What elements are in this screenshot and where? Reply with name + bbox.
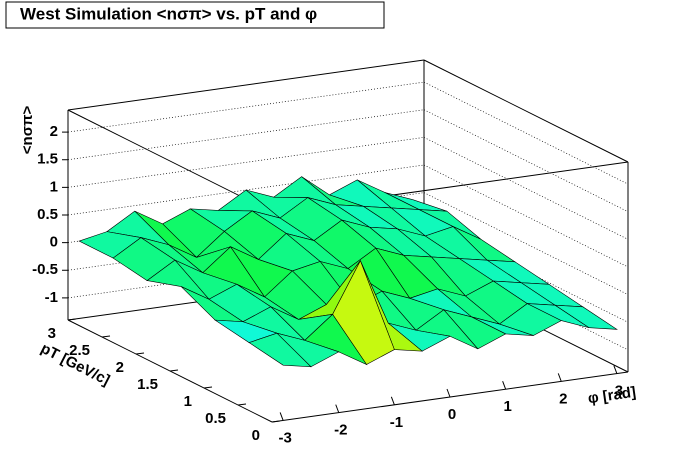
z-tick-label: -1 [45,289,58,306]
z-tick-label: 1.5 [37,151,58,168]
x-tick [446,388,451,398]
z-tick-label: 1 [50,178,58,195]
y-tick [101,335,111,338]
x-tick [335,404,340,413]
grid-line [423,109,629,213]
title-box [5,1,385,29]
z-tick-label: 0.5 [37,206,58,223]
y-tick [237,403,247,406]
y-tick [169,369,179,372]
grid-line [423,192,629,295]
chart-title: West Simulation <nσπ> vs. pT and φ [20,4,317,23]
z-tick-label: 2 [50,123,58,140]
z-tick-label: 0 [50,234,58,251]
grid-line [67,81,425,133]
x-tick [279,412,284,421]
y-tick-label: 0.5 [205,410,226,427]
y-tick [67,318,77,321]
z-axis-label: <nσπ> [19,106,36,155]
grid-line [423,137,629,240]
box-edge [423,59,629,163]
surface-cell [248,332,312,368]
x-tick-label: -1 [390,414,403,431]
y-tick [271,420,281,423]
x-tick [390,396,395,405]
x-tick-label: 2 [559,390,567,407]
x-tick-label: 1 [503,398,511,415]
x-tick-label: -3 [278,429,291,446]
y-tick [203,386,213,389]
grid-line [423,81,629,185]
x-tick-label: 0 [448,406,456,423]
z-tick-label: -0.5 [32,261,58,278]
grid-line [67,109,425,161]
y-tick-label: 1 [184,393,192,410]
x-axis-label: φ [rad] [587,384,637,408]
y-tick [135,352,145,355]
y-tick-label: 0 [252,427,260,444]
grid-line [67,137,425,188]
x-tick-label: -2 [334,422,347,439]
x-tick-label: 3 [615,383,623,400]
box-edge [67,59,425,111]
y-tick-label: 2.5 [69,342,90,359]
x-tick [557,373,562,382]
x-tick [613,365,618,374]
y-tick-label: 3 [48,325,56,342]
grid-line [423,164,629,268]
x-tick [502,381,507,390]
y-tick-label: 2 [116,359,124,376]
y-tick-label: 1.5 [137,376,158,393]
box-edge [67,109,273,213]
